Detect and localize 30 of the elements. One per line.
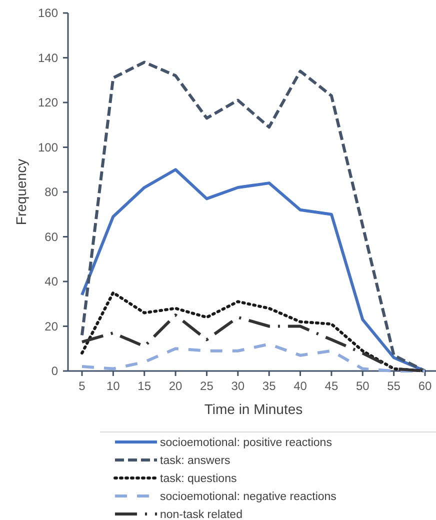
x-tick-label: 5: [78, 379, 86, 393]
legend-label: task: questions: [160, 473, 237, 486]
legend-label: socioemotional: positive reactions: [160, 437, 332, 450]
x-tick-label: 20: [168, 379, 183, 393]
legend-label: task: answers: [160, 455, 231, 468]
x-axis-title: Time in Minutes: [204, 401, 303, 417]
y-axis-title: Frequency: [13, 158, 29, 226]
y-tick-label: 60: [44, 230, 58, 244]
y-tick-label: 100: [38, 140, 58, 154]
x-tick-label: 10: [106, 379, 120, 393]
x-tick-label: 30: [231, 379, 245, 393]
y-tick-label: 140: [38, 50, 58, 65]
y-tick-label: 20: [44, 319, 58, 334]
x-tick-label: 25: [200, 379, 214, 393]
x-tick-label: 15: [138, 379, 152, 393]
y-tick-label: 0: [51, 364, 58, 378]
y-tick-label: 160: [38, 6, 58, 20]
y-tick-label: 80: [44, 185, 58, 200]
line-series: [80, 291, 426, 372]
y-tick-label: 120: [38, 96, 58, 110]
legend-label: non-task related: [160, 509, 242, 520]
x-tick-label: 35: [262, 379, 276, 393]
line-series: [80, 342, 426, 372]
x-tick-label: 40: [294, 379, 308, 393]
x-tick-label: 60: [418, 379, 432, 393]
x-tick-label: 45: [324, 379, 338, 393]
x-tick-label: 50: [356, 379, 370, 393]
legend-label: socioemotional: negative reactions: [160, 491, 337, 504]
y-tick-label: 40: [44, 274, 58, 289]
x-tick-label: 55: [387, 379, 401, 393]
